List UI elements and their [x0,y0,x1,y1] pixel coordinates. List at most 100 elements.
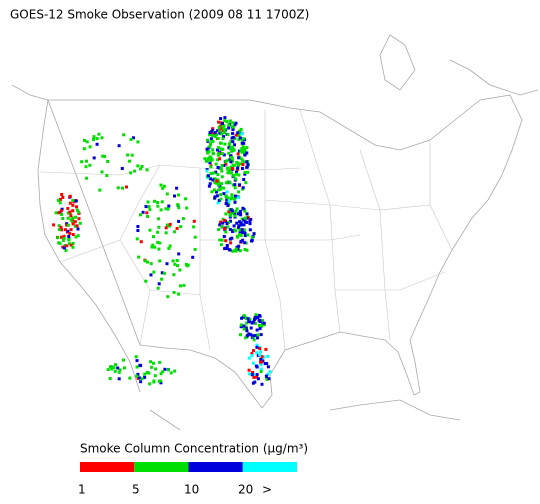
smoke-pixel [222,135,225,139]
smoke-pixel [218,157,222,161]
smoke-pixel [168,222,172,226]
smoke-pixel [220,132,224,136]
smoke-pixel [250,352,254,356]
smoke-pixel [193,247,197,251]
smoke-pixel [64,248,68,252]
smoke-pixel [237,138,241,142]
smoke-pixel [216,173,220,176]
smoke-pixel [139,167,143,171]
smoke-pixel [223,227,226,231]
smoke-pixel [208,159,212,163]
smoke-pixel [63,244,67,247]
smoke-pixel [71,203,75,207]
smoke-pixel [243,231,247,235]
smoke-pixel [259,358,263,361]
smoke-pixel [213,131,217,135]
smoke-pixel [61,217,65,220]
smoke-pixel [136,140,140,144]
smoke-pixel [219,166,223,170]
smoke-pixel [243,153,247,157]
smoke-pixel [236,166,240,170]
smoke-pixel [246,170,250,174]
smoke-pixel [233,183,237,187]
smoke-pixel [237,173,241,177]
smoke-pixel [117,377,121,381]
smoke-pixel [58,201,62,205]
smoke-pixel [184,197,188,201]
smoke-pixel [77,217,81,221]
smoke-pixel [92,135,96,139]
smoke-pixel [251,361,255,365]
smoke-pixel [71,222,75,226]
smoke-pixel [222,235,226,238]
smoke-pixel [101,154,105,158]
smoke-pixel [135,365,139,369]
smoke-pixel [148,382,152,386]
smoke-pixel [160,277,164,281]
smoke-pixel [250,372,254,376]
smoke-pixel [240,150,244,154]
smoke-pixel [168,244,172,248]
smoke-pixel [173,369,177,373]
smoke-pixel [54,211,58,215]
smoke-pixel [157,217,161,221]
color-bar-label: 1 [78,483,86,497]
smoke-pixel [224,160,228,164]
smoke-pixel [146,260,149,264]
smoke-pixel [153,374,157,378]
smoke-pixel [243,209,247,213]
smoke-pixel [67,235,71,238]
smoke-pixel [136,225,140,228]
smoke-pixel [205,147,209,151]
smoke-pixel [173,230,177,234]
smoke-pixel [235,245,239,249]
smoke-pixel [229,219,232,223]
smoke-pixel [218,187,222,191]
smoke-pixel [255,373,259,377]
smoke-pixel [150,365,154,369]
smoke-pixel [69,228,73,232]
smoke-pixel [226,133,230,137]
smoke-pixel [227,200,231,204]
smoke-pixel [242,223,246,227]
smoke-pixel [217,146,221,150]
smoke-pixel [221,147,225,151]
smoke-pixel [223,119,227,123]
smoke-pixel [227,126,231,130]
smoke-pixel [106,160,110,163]
smoke-pixel [145,168,149,172]
color-bar-label: 5 [132,483,140,497]
smoke-pixel [215,190,218,194]
smoke-pixel [230,193,234,197]
smoke-pixel [262,321,266,325]
smoke-pixel [243,172,247,176]
color-bar-label: > [262,483,272,497]
smoke-pixel [56,236,60,240]
smoke-pixel [130,153,134,157]
smoke-pixel [67,238,71,242]
smoke-pixel [164,231,168,235]
smoke-pixel [245,329,249,333]
smoke-pixel [221,129,225,132]
smoke-pixel [253,321,257,325]
smoke-pixel [117,144,121,148]
smoke-pixel [172,290,176,294]
smoke-pixel [158,360,162,364]
smoke-pixel [88,163,92,167]
color-bar-label: 10 [184,483,199,497]
smoke-pixel [147,371,151,375]
smoke-pixel [100,136,104,140]
smoke-pixel [143,372,147,376]
smoke-pixel [224,230,228,234]
smoke-pixel [164,207,168,211]
smoke-pixel [252,338,256,342]
smoke-pixel [224,212,228,216]
smoke-pixel [157,225,161,229]
smoke-pixel [242,327,246,331]
smoke-pixel [69,214,73,218]
smoke-pixel [71,209,75,213]
smoke-pixel [59,197,62,201]
smoke-pixel [255,351,259,355]
coastline [37,94,523,409]
